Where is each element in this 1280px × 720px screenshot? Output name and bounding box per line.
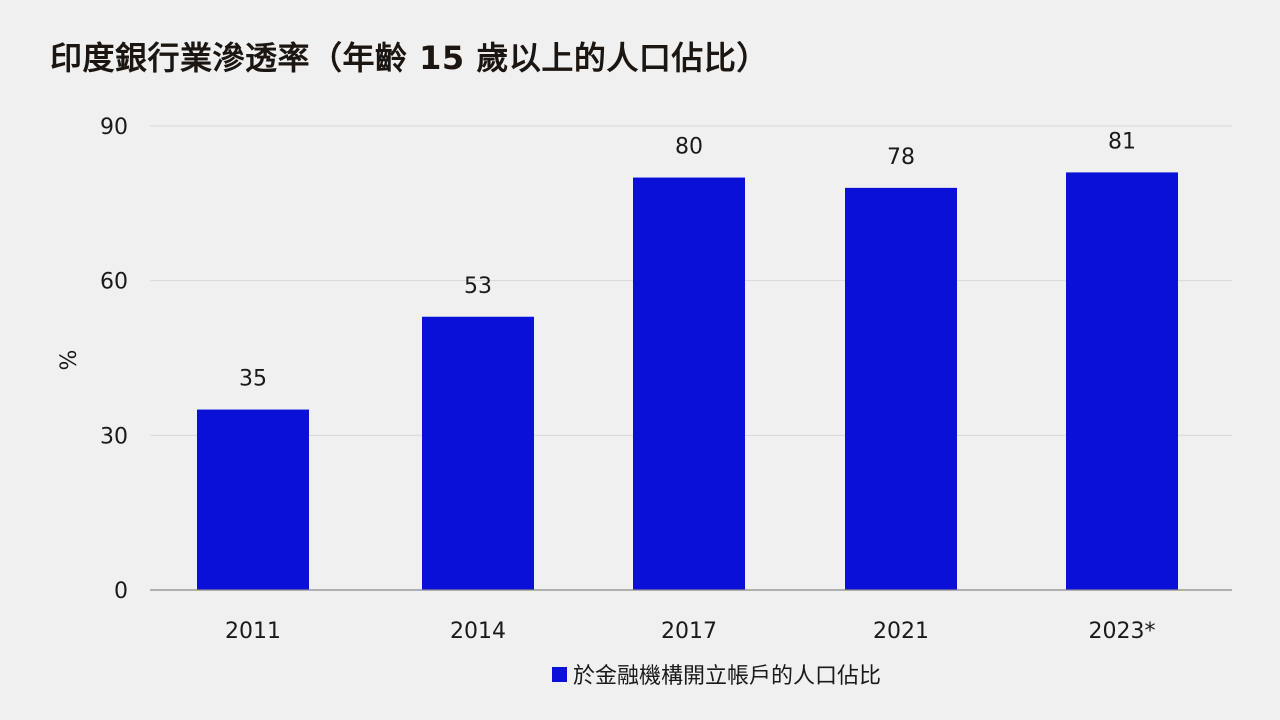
bars bbox=[197, 172, 1178, 591]
data-labels: 35 53 80 78 81 bbox=[239, 129, 1136, 391]
bar bbox=[1066, 172, 1178, 590]
bar bbox=[633, 177, 745, 591]
x-tick-label: 2011 bbox=[225, 619, 281, 644]
y-tick-label: 30 bbox=[100, 424, 128, 449]
data-label: 35 bbox=[239, 367, 267, 392]
x-tick-label: 2014 bbox=[450, 619, 506, 644]
data-label: 53 bbox=[464, 274, 492, 299]
x-axis-ticks: 2011 2014 2017 2021 2023* bbox=[225, 619, 1156, 644]
legend-label: 於金融機構開立帳戶的人口佔比 bbox=[573, 664, 882, 689]
y-tick-label: 0 bbox=[114, 579, 128, 604]
y-tick-label: 90 bbox=[100, 115, 128, 140]
chart-title: 印度銀行業滲透率（年齡 15 歲以上的人口佔比） bbox=[50, 39, 769, 77]
y-axis-label: % bbox=[57, 350, 82, 371]
legend: 於金融機構開立帳戶的人口佔比 bbox=[552, 658, 881, 690]
data-label: 81 bbox=[1108, 129, 1136, 154]
y-axis-ticks: 0 30 60 90 bbox=[100, 115, 128, 604]
y-tick-label: 60 bbox=[100, 270, 128, 295]
legend-swatch bbox=[552, 666, 567, 682]
bar bbox=[845, 187, 957, 590]
x-tick-label: 2017 bbox=[661, 619, 717, 644]
x-tick-label: 2023* bbox=[1089, 619, 1156, 644]
x-tick-label: 2021 bbox=[873, 619, 929, 644]
bar bbox=[422, 316, 534, 590]
data-label: 80 bbox=[675, 135, 703, 160]
bar bbox=[197, 409, 309, 590]
data-label: 78 bbox=[887, 145, 915, 170]
